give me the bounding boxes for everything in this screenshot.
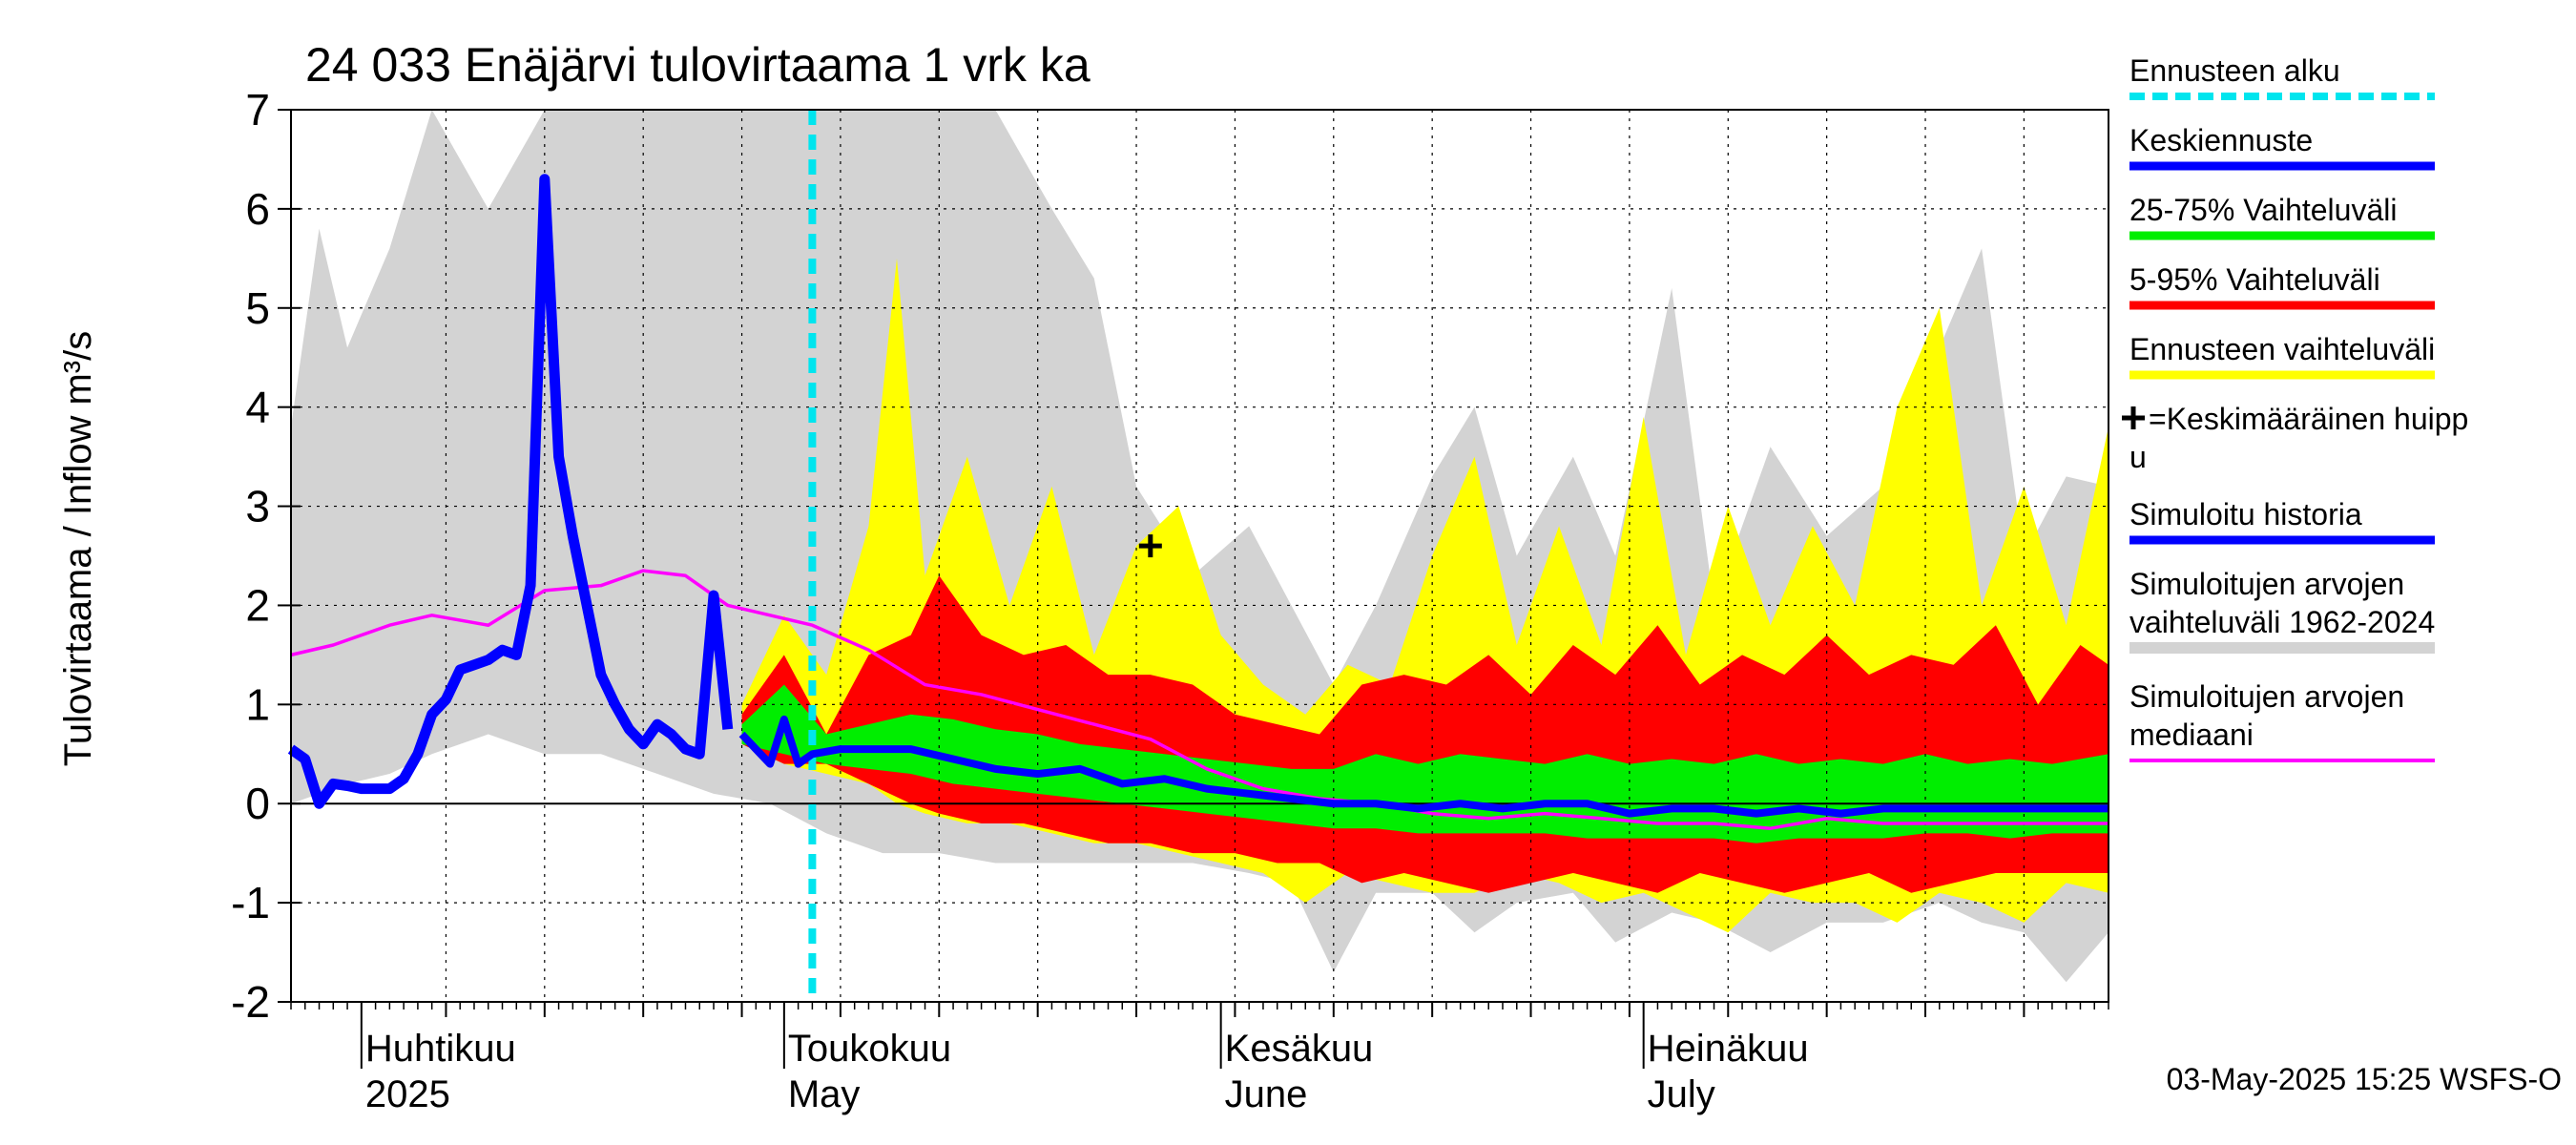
plot-frame <box>290 109 2109 1003</box>
band-layer <box>291 110 2109 983</box>
legend-item-median: Simuloitujen arvojen mediaani <box>2129 679 2435 762</box>
legend-item-mean-forecast: Keskiennuste <box>2129 123 2435 171</box>
legend-label: vaihteluväli 1962-2024 <box>2129 605 2435 639</box>
legend-item-band-forecast: Ennusteen vaihteluväli <box>2129 332 2435 380</box>
line-mean-forecast <box>738 715 2109 818</box>
legend-label: Ennusteen alku <box>2129 53 2340 88</box>
footer-timestamp: 03-May-2025 15:25 WSFS-O <box>2167 1062 2562 1096</box>
legend-item-band-25-75: 25-75% Vaihteluväli <box>2129 193 2435 240</box>
chart-title: 24 033 Enäjärvi tulovirtaama 1 vrk ka <box>305 38 1091 92</box>
line-layer <box>287 110 2109 1002</box>
x-month-label-en: June <box>1225 1073 1308 1115</box>
x-month-label-en: July <box>1648 1073 1715 1115</box>
legend-label: mediaani <box>2129 718 2254 752</box>
mean-peak-marker <box>1138 534 1162 558</box>
x-month-label-fi: Huhtikuu <box>365 1028 516 1070</box>
line-history <box>287 174 734 809</box>
legend-label: =Keskimääräinen huipp <box>2149 402 2468 436</box>
grid-layer <box>291 110 2109 1002</box>
x-month-label-fi: Toukokuu <box>788 1028 951 1070</box>
legend: Ennusteen alku Keskiennuste 25-75% Vaihtel… <box>2122 53 2468 762</box>
legend-item-history: Simuloitu historia <box>2129 497 2435 545</box>
y-tick-label: 5 <box>245 283 270 333</box>
y-tick-label: -2 <box>231 977 270 1027</box>
y-axis-label: Tulovirtaama / Inflow m³/s <box>57 331 99 766</box>
y-tick-label: 4 <box>245 383 270 432</box>
y-tick-label: 6 <box>245 184 270 234</box>
y-tick-label: 0 <box>245 779 270 828</box>
legend-label: Simuloitujen arvojen <box>2129 679 2404 714</box>
legend-item-forecast-start: Ennusteen alku <box>2129 53 2435 100</box>
legend-label: 5-95% Vaihteluväli <box>2129 262 2380 297</box>
legend-label: Keskiennuste <box>2129 123 2313 157</box>
x-month-label-en: 2025 <box>365 1073 450 1115</box>
legend-item-band-5-95: 5-95% Vaihteluväli <box>2129 262 2435 310</box>
legend-label: Ennusteen vaihteluväli <box>2129 332 2435 366</box>
legend-label: Simuloitu historia <box>2129 497 2362 531</box>
x-month-label-fi: Heinäkuu <box>1648 1028 1809 1070</box>
legend-item-band-history: Simuloitujen arvojen vaihteluväli 1962-20… <box>2129 567 2435 654</box>
legend-label: u <box>2129 440 2147 474</box>
legend-label: Simuloitujen arvojen <box>2129 567 2404 601</box>
y-tick-label: 1 <box>245 679 270 729</box>
y-tick-label: -1 <box>231 878 270 927</box>
y-tick-label: 2 <box>245 580 270 630</box>
y-tick-label: 3 <box>245 482 270 531</box>
legend-label: 25-75% Vaihteluväli <box>2129 193 2397 227</box>
x-month-label-en: May <box>788 1073 861 1115</box>
x-month-label-fi: Kesäkuu <box>1225 1028 1374 1070</box>
y-tick-label: 7 <box>245 85 270 135</box>
